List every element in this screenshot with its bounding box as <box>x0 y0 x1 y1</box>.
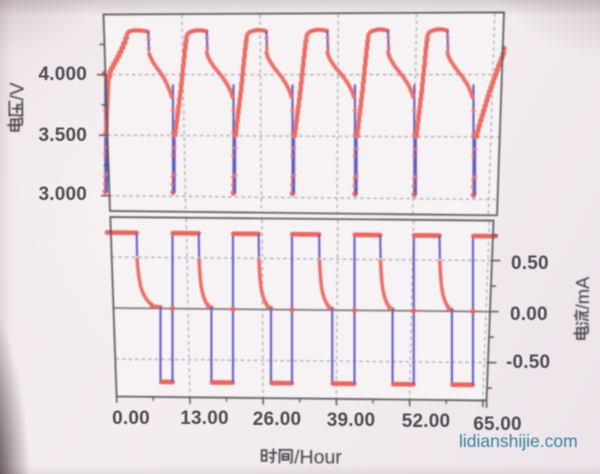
svg-text:/V: /V <box>7 82 28 100</box>
svg-text:/Hour: /Hour <box>294 447 342 469</box>
svg-text:/mA: /mA <box>572 276 593 309</box>
